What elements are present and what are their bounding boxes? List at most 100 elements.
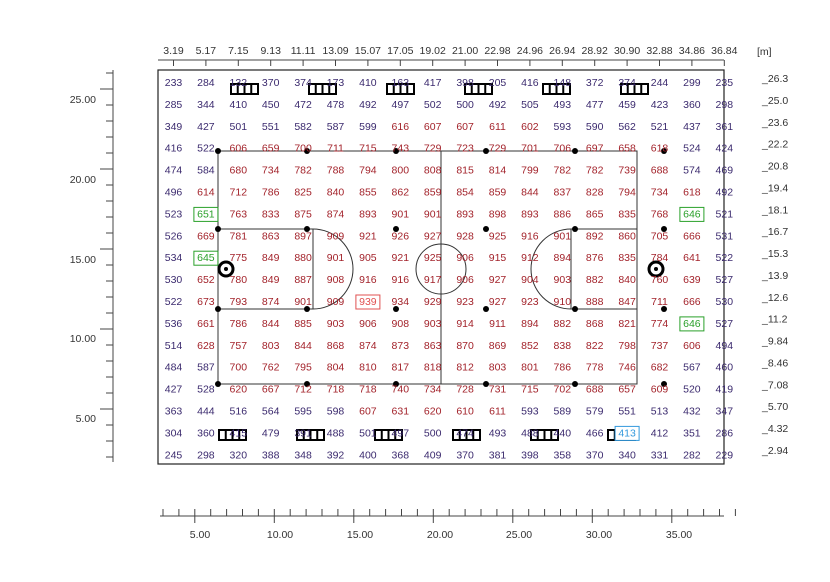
grid-value: 934 <box>392 296 410 308</box>
grid-value: 427 <box>165 384 183 396</box>
court-dot <box>215 148 221 154</box>
value-highlight-box <box>679 316 705 332</box>
right-axis-label: _5.70 <box>761 401 788 413</box>
grid-value: 798 <box>618 340 636 352</box>
grid-value: 590 <box>586 121 604 133</box>
grid-value: 606 <box>230 143 248 155</box>
top-axis-label: 28.92 <box>582 45 608 57</box>
grid-value: 646 <box>683 318 701 330</box>
grid-value: 801 <box>521 362 539 374</box>
grid-value: 793 <box>230 296 248 308</box>
grid-value: 898 <box>489 208 507 220</box>
court-dot <box>215 381 221 387</box>
grid-value: 901 <box>294 296 312 308</box>
grid-value: 875 <box>294 208 312 220</box>
left-axis-label: 15.00 <box>70 254 96 266</box>
grid-value: 574 <box>683 165 701 177</box>
grid-value: 646 <box>683 208 701 220</box>
grid-value: 782 <box>554 165 572 177</box>
grid-value: 874 <box>359 340 377 352</box>
grid-value: 908 <box>392 318 410 330</box>
grid-value: 828 <box>586 187 604 199</box>
court-dot <box>572 381 578 387</box>
grid-value: 492 <box>359 99 377 111</box>
grid-value: 893 <box>456 208 474 220</box>
left-axis-label: 25.00 <box>70 94 96 106</box>
grid-value: 410 <box>230 99 248 111</box>
grid-value: 903 <box>554 274 572 286</box>
grid-value: 331 <box>651 449 669 461</box>
grid-value: 409 <box>424 449 442 461</box>
right-axis-label: _13.9 <box>761 270 788 282</box>
top-axis-label: 13.09 <box>322 45 348 57</box>
grid-value: 847 <box>618 296 636 308</box>
grid-value: 424 <box>716 143 734 155</box>
luminaire-icon <box>230 83 259 95</box>
bottom-axis: 5.00 10.00 15.00 20.00 25.00 30.00 35.00 <box>160 509 736 541</box>
grid-value: 618 <box>651 143 669 155</box>
grid-value: 715 <box>359 143 377 155</box>
grid-value: 874 <box>327 208 345 220</box>
grid-value: 760 <box>651 274 669 286</box>
grid-value: 299 <box>683 77 701 89</box>
court-dot <box>483 148 489 154</box>
grid-value: 912 <box>521 252 539 264</box>
grid-value: 803 <box>489 362 507 374</box>
grid-value: 527 <box>716 318 734 330</box>
grid-value: 728 <box>456 384 474 396</box>
grid-value: 534 <box>165 252 183 264</box>
grid-value: 520 <box>683 384 701 396</box>
grid-value: 494 <box>716 340 734 352</box>
grid-value: 680 <box>230 165 248 177</box>
grid-value: 869 <box>489 340 507 352</box>
grid-value: 522 <box>716 252 734 264</box>
grid-value: 921 <box>359 230 377 242</box>
grid-value: 245 <box>165 449 183 461</box>
court-dot <box>572 226 578 232</box>
top-axis-label: 9.13 <box>260 45 281 57</box>
grid-value: 729 <box>489 143 507 155</box>
grid-value: 921 <box>392 252 410 264</box>
grid-value: 712 <box>294 384 312 396</box>
grid-value: 370 <box>456 449 474 461</box>
grid-value: 477 <box>586 99 604 111</box>
grid-value: 488 <box>327 427 345 439</box>
grid-value: 731 <box>489 384 507 396</box>
court-dot <box>304 226 310 232</box>
grid-value: 651 <box>197 208 215 220</box>
grid-value: 587 <box>327 121 345 133</box>
grid-value: 914 <box>456 318 474 330</box>
grid-value: 926 <box>392 230 410 242</box>
grid-value: 803 <box>262 340 280 352</box>
grid-value: 911 <box>489 318 506 330</box>
bottom-axis-label: 35.00 <box>666 529 692 541</box>
grid-value: 469 <box>716 165 734 177</box>
court-dot <box>393 381 399 387</box>
grid-value: 782 <box>586 165 604 177</box>
grid-value: 782 <box>294 165 312 177</box>
bottom-axis-label: 15.00 <box>347 529 373 541</box>
grid-value: 868 <box>327 340 345 352</box>
grid-value: 496 <box>165 187 183 199</box>
left-axis-label: 10.00 <box>70 333 96 345</box>
grid-value: 417 <box>424 77 442 89</box>
grid-value: 610 <box>456 406 474 418</box>
court-dot <box>572 148 578 154</box>
grid-value: 774 <box>651 318 669 330</box>
grid-value: 737 <box>651 340 669 352</box>
grid-value: 304 <box>165 427 183 439</box>
court-dot <box>661 226 667 232</box>
top-axis-label: 30.90 <box>614 45 640 57</box>
grid-value: 173 <box>327 77 345 89</box>
grid-value: 444 <box>197 406 215 418</box>
grid-value: 567 <box>683 362 701 374</box>
grid-value: 916 <box>392 274 410 286</box>
grid-value: 734 <box>424 384 442 396</box>
grid-value: 743 <box>392 143 410 155</box>
grid-value: 381 <box>489 449 507 461</box>
court-dot <box>661 381 667 387</box>
grid-value: 526 <box>165 230 183 242</box>
grid-value: 423 <box>651 99 669 111</box>
grid-value: 344 <box>197 99 215 111</box>
grid-value: 768 <box>651 208 669 220</box>
